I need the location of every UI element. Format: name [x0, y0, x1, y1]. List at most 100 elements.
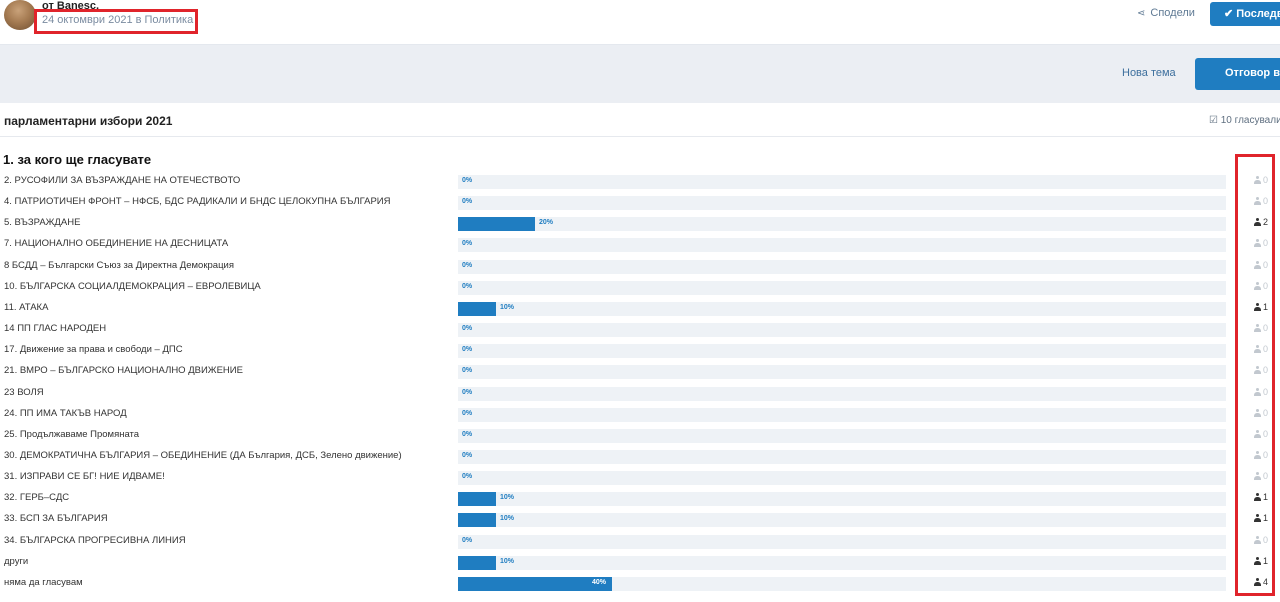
person-icon [1254, 514, 1261, 522]
vote-count[interactable]: 0 [1254, 323, 1268, 333]
vote-count[interactable]: 0 [1254, 196, 1268, 206]
result-bar-track: 0% [458, 450, 1226, 464]
option-label: 33. БСП ЗА БЪЛГАРИЯ [4, 513, 108, 524]
vote-number: 1 [1263, 492, 1269, 502]
post-meta[interactable]: 24 октомври 2021 в Политика [42, 14, 194, 26]
vote-number: 0 [1263, 535, 1269, 545]
result-percent: 0% [462, 198, 473, 205]
meta-highlight-box [34, 9, 198, 34]
result-bar-fill [458, 556, 496, 570]
option-label: 5. ВЪЗРАЖДАНЕ [4, 217, 81, 228]
new-topic-link[interactable]: Нова тема [1122, 67, 1176, 79]
vote-count[interactable]: 0 [1254, 535, 1268, 545]
poll-title: парламентарни избори 2021 [4, 114, 173, 128]
poll-option: 31. ИЗПРАВИ СЕ БГ! НИЕ ИДВАМЕ! 0% 0 [0, 469, 1280, 487]
option-label: други [4, 556, 29, 567]
option-label: 7. НАЦИОНАЛНО ОБЕДИНЕНИЕ НА ДЕСНИЦАТА [4, 238, 229, 249]
result-bar-track: 0% [458, 471, 1226, 485]
option-label: 4. ПАТРИОТИЧЕН ФРОНТ – НФСБ, БДС РАДИКАЛ… [4, 196, 391, 207]
person-icon [1254, 366, 1261, 374]
result-percent: 10% [500, 304, 515, 311]
poll-option: 2. РУСОФИЛИ ЗА ВЪЗРАЖДАНЕ НА ОТЕЧЕСТВОТО… [0, 173, 1280, 191]
option-label: 30. ДЕМОКРАТИЧНА БЪЛГАРИЯ – ОБЕДИНЕНИЕ (… [4, 450, 402, 461]
result-bar-track: 0% [458, 281, 1226, 295]
vote-count[interactable]: 0 [1254, 175, 1268, 185]
vote-count[interactable]: 1 [1254, 302, 1268, 312]
vote-number: 0 [1263, 323, 1269, 333]
vote-count[interactable]: 0 [1254, 450, 1268, 460]
vote-count[interactable]: 1 [1254, 556, 1268, 566]
vote-count[interactable]: 0 [1254, 429, 1268, 439]
poll-option: 21. ВМРО – БЪЛГАРСКО НАЦИОНАЛНО ДВИЖЕНИЕ… [0, 363, 1280, 381]
poll-option: 8 БСДД – Български Съюз за Директна Демо… [0, 258, 1280, 276]
vote-count[interactable]: 4 [1254, 577, 1268, 587]
person-icon [1254, 303, 1261, 311]
vote-count[interactable]: 0 [1254, 281, 1268, 291]
vote-count[interactable]: 0 [1254, 471, 1268, 481]
person-icon [1254, 239, 1261, 247]
person-icon [1254, 409, 1261, 417]
person-icon [1254, 197, 1261, 205]
vote-count[interactable]: 0 [1254, 344, 1268, 354]
result-percent: 0% [462, 431, 473, 438]
result-bar-track: 0% [458, 408, 1226, 422]
vote-count[interactable]: 2 [1254, 217, 1268, 227]
vote-count[interactable]: 1 [1254, 492, 1268, 502]
poll-option: 34. БЪЛГАРСКА ПРОГРЕСИВНА ЛИНИЯ 0% 0 [0, 533, 1280, 551]
share-button[interactable]: ⋖ Сподели [1137, 7, 1195, 19]
share-icon: ⋖ [1137, 8, 1146, 19]
result-bar-fill [458, 492, 496, 506]
vote-number: 0 [1263, 429, 1269, 439]
check-icon: ✔ [1224, 8, 1234, 20]
option-label: няма да гласувам [4, 577, 83, 588]
vote-count[interactable]: 1 [1254, 513, 1268, 523]
result-percent: 0% [462, 367, 473, 374]
option-label: 14 ПП ГЛАС НАРОДЕН [4, 323, 107, 334]
option-label: 31. ИЗПРАВИ СЕ БГ! НИЕ ИДВАМЕ! [4, 471, 165, 482]
poll-option: 5. ВЪЗРАЖДАНЕ 20% 2 [0, 215, 1280, 233]
vote-count[interactable]: 0 [1254, 387, 1268, 397]
result-bar-track: 10% [458, 513, 1226, 527]
result-bar-fill [458, 217, 535, 231]
voted-label: 10 гласували [1220, 115, 1280, 126]
result-bar-track: 0% [458, 260, 1226, 274]
result-bar-track: 40% [458, 577, 1226, 591]
vote-count[interactable]: 0 [1254, 238, 1268, 248]
vote-count[interactable]: 0 [1254, 365, 1268, 375]
result-bar-track: 0% [458, 238, 1226, 252]
option-label: 10. БЪЛГАРСКА СОЦИАЛДЕМОКРАЦИЯ – ЕВРОЛЕВ… [4, 281, 261, 292]
person-icon [1254, 345, 1261, 353]
result-bar-track: 0% [458, 323, 1226, 337]
vote-number: 1 [1263, 302, 1269, 312]
result-percent: 10% [500, 515, 515, 522]
result-bar-fill [458, 577, 612, 591]
vote-count[interactable]: 0 [1254, 260, 1268, 270]
poll-option: 24. ПП ИМА ТАКЪВ НАРОД 0% 0 [0, 406, 1280, 424]
poll-option: други 10% 1 [0, 554, 1280, 572]
result-percent: 0% [462, 240, 473, 247]
person-icon [1254, 493, 1261, 501]
result-percent: 40% [592, 579, 607, 586]
option-label: 11. АТАКА [4, 302, 49, 313]
poll-option: 7. НАЦИОНАЛНО ОБЕДИНЕНИЕ НА ДЕСНИЦАТА 0% 0 [0, 236, 1280, 254]
follow-button[interactable]: ✔Последва [1210, 2, 1280, 26]
result-percent: 0% [462, 325, 473, 332]
poll-option: 23 ВОЛЯ 0% 0 [0, 385, 1280, 403]
result-bar-track: 10% [458, 492, 1226, 506]
vote-number: 0 [1263, 408, 1269, 418]
result-bar-fill [458, 513, 496, 527]
vote-number: 0 [1263, 175, 1269, 185]
person-icon [1254, 578, 1261, 586]
result-percent: 0% [462, 537, 473, 544]
avatar[interactable] [4, 0, 36, 30]
topic-header: от Banesc, 24 октомври 2021 в Политика ⋖… [0, 0, 1280, 45]
poll-option: 25. Продължаваме Промяната 0% 0 [0, 427, 1280, 445]
option-label: 17. Движение за права и свободи – ДПС [4, 344, 183, 355]
poll-option: 10. БЪЛГАРСКА СОЦИАЛДЕМОКРАЦИЯ – ЕВРОЛЕВ… [0, 279, 1280, 297]
vote-number: 1 [1263, 556, 1269, 566]
reply-button[interactable]: Отговор в т [1195, 58, 1280, 90]
person-icon [1254, 536, 1261, 544]
votes-highlight-box [1235, 154, 1275, 596]
voted-count: ☑ 10 гласували [1209, 115, 1280, 126]
vote-count[interactable]: 0 [1254, 408, 1268, 418]
